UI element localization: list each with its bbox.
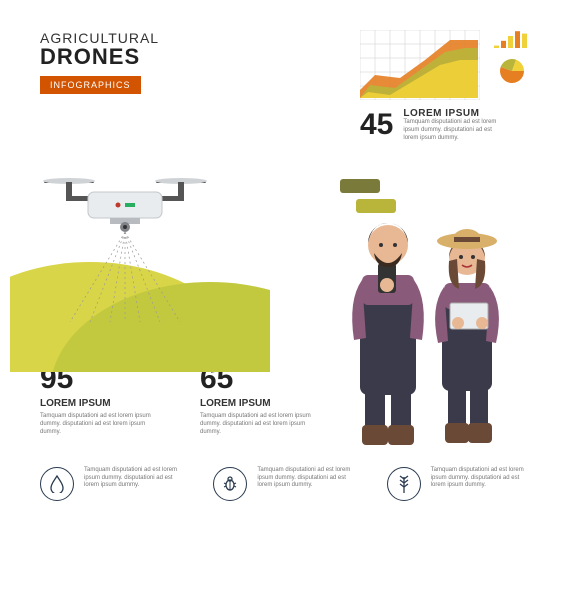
icon-item-drop: Tamquam disputationi ad est lorem ipsum … (40, 467, 183, 501)
icon-item-wheat: Tamquam disputationi ad est lorem ipsum … (387, 467, 530, 501)
pie-chart (499, 58, 525, 84)
stat-65-blurb: Tamquam disputationi ad est lorem ipsum … (200, 413, 320, 436)
wheat-icon (397, 474, 411, 494)
icon-drop-blurb: Tamquam disputationi ad est lorem ipsum … (84, 467, 183, 490)
title-block: AGRICULTURAL DRONES INFOGRAPHICS (40, 30, 159, 94)
title-line2: DRONES (40, 44, 159, 70)
stat-45: 45 LOREM IPSUM Tamquam disputationi ad e… (360, 108, 530, 142)
stat-95-blurb: Tamquam disputationi ad est lorem ipsum … (40, 413, 160, 436)
stat-65-label: LOREM IPSUM (200, 398, 320, 409)
drop-icon (50, 475, 64, 493)
icon-wheat-blurb: Tamquam disputationi ad est lorem ipsum … (431, 467, 530, 490)
farmers-illustration (310, 175, 540, 455)
area-chart (360, 30, 480, 100)
icon-row: Tamquam disputationi ad est lorem ipsum … (40, 467, 530, 501)
stat-45-blurb: Tamquam disputationi ad est lorem ipsum … (403, 119, 503, 142)
bar-chart (494, 30, 530, 48)
stat-95-label: LOREM IPSUM (40, 398, 160, 409)
drone-icon (40, 172, 210, 322)
male-farmer (352, 223, 424, 445)
stat-45-value: 45 (360, 108, 393, 142)
bug-icon (222, 475, 238, 493)
stat-45-label: LOREM IPSUM (403, 108, 503, 119)
stat-95: 95 LOREM IPSUM Tamquam disputationi ad e… (40, 362, 160, 436)
icon-bug-blurb: Tamquam disputationi ad est lorem ipsum … (257, 467, 356, 490)
stat-65: 65 LOREM IPSUM Tamquam disputationi ad e… (200, 362, 320, 436)
female-farmer (435, 229, 499, 443)
icon-item-bug: Tamquam disputationi ad est lorem ipsum … (213, 467, 356, 501)
infographics-badge: INFOGRAPHICS (40, 76, 141, 94)
